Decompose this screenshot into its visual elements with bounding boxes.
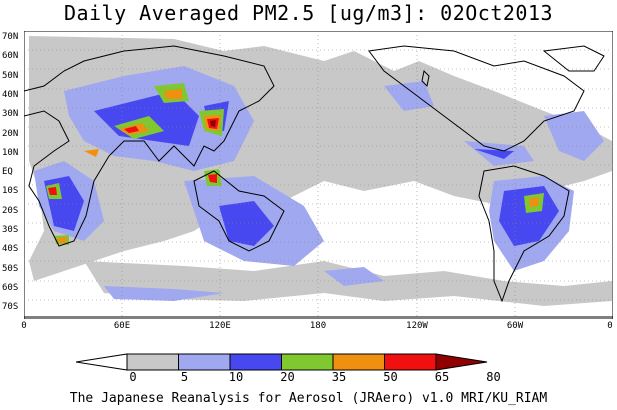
longitude-label: 120W [406, 321, 428, 331]
latitude-label: 10S [2, 186, 19, 197]
latitude-label: 60S [2, 282, 19, 293]
map-title: Daily Averaged PM2.5 [ug/m3]: 02Oct2013 [63, 1, 554, 25]
latitude-label: 30S [2, 225, 19, 235]
colorbar-label: 20 [280, 370, 295, 384]
colorbar [76, 353, 488, 371]
longitude-label: 0 [607, 321, 613, 331]
colorbar-label: 35 [331, 370, 347, 384]
latitude-label: 20N [2, 128, 19, 139]
latitude-label: 20S [2, 205, 19, 216]
latitude-label: 50N [2, 70, 19, 81]
colorbar-cell [76, 353, 128, 371]
colorbar-label: 10 [228, 370, 244, 384]
latitude-label: 40N [2, 89, 19, 100]
coastlines [24, 45, 605, 303]
colorbar-cell [332, 353, 385, 371]
longitude-label: 60W [506, 321, 524, 331]
map-canvas [24, 31, 613, 319]
latitude-label: EQ [2, 167, 13, 178]
colorbar-label: 5 [180, 370, 189, 384]
footer-credit: The Japanese Reanalysis for Aerosol (JRA… [69, 391, 548, 406]
pm25-map [24, 31, 613, 319]
latitude-label: 60N [2, 51, 19, 62]
longitude-label: 0 [21, 321, 27, 331]
longitude-label: 180 [309, 321, 327, 331]
latitude-label: 10N [2, 147, 19, 158]
latitude-label: 70N [2, 32, 19, 42]
longitude-label: 60E [113, 321, 131, 331]
colorbar-label: 50 [383, 370, 398, 384]
colorbar-cell [281, 353, 334, 371]
colorbar-cell [435, 353, 488, 371]
colorbar-cell [384, 353, 437, 371]
map-gridlines [24, 31, 613, 319]
latitude-label: 50S [2, 263, 19, 274]
colorbar-label: 0 [129, 370, 137, 384]
pm-band-80-plus [210, 120, 216, 127]
colorbar-cell [178, 353, 231, 371]
latitude-label: 70S [2, 302, 19, 313]
latitude-label: 30N [2, 109, 19, 120]
longitude-label: 120E [209, 321, 231, 331]
latitude-label: 40S [2, 244, 19, 255]
colorbar-label: 80 [486, 370, 501, 384]
colorbar-cell [229, 353, 282, 371]
colorbar-cell [126, 353, 179, 371]
colorbar-label: 65 [434, 370, 450, 384]
